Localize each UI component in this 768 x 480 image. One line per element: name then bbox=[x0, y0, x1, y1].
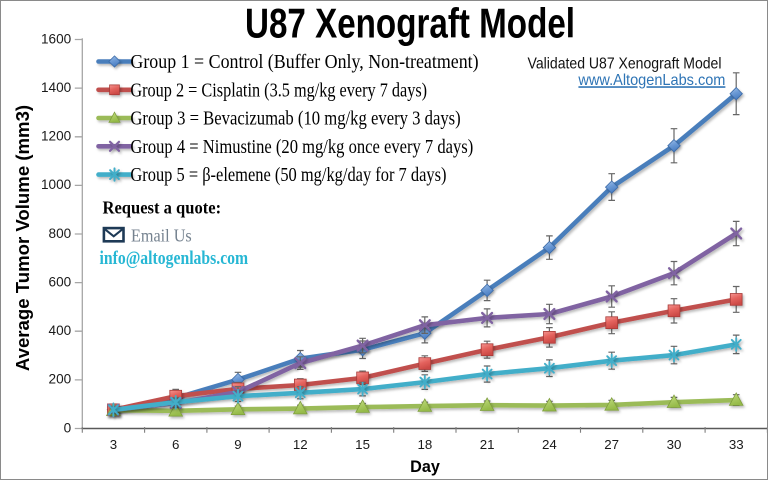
svg-text:Group 3 = Bevacizumab (10 mg/k: Group 3 = Bevacizumab (10 mg/kg every 3 … bbox=[130, 107, 460, 130]
svg-text:www.AltogenLabs.com: www.AltogenLabs.com bbox=[577, 72, 725, 90]
svg-text:Average Tumor Volume (mm3): Average Tumor Volume (mm3) bbox=[12, 105, 33, 371]
svg-text:1200: 1200 bbox=[41, 129, 72, 144]
svg-text:Email Us: Email Us bbox=[131, 226, 192, 246]
svg-text:27: 27 bbox=[604, 437, 619, 452]
svg-text:Group 1 = Control (Buffer Only: Group 1 = Control (Buffer Only, Non-trea… bbox=[130, 51, 478, 73]
svg-text:Request a quote:: Request a quote: bbox=[103, 198, 222, 218]
svg-text:800: 800 bbox=[49, 226, 72, 241]
svg-text:Group 2 = Cisplatin (3.5 mg/kg: Group 2 = Cisplatin (3.5 mg/kg every 7 d… bbox=[130, 79, 427, 102]
svg-text:400: 400 bbox=[49, 323, 72, 338]
svg-text:U87 Xenograft Model: U87 Xenograft Model bbox=[245, 1, 575, 47]
svg-text:6: 6 bbox=[172, 437, 179, 452]
svg-text:3: 3 bbox=[110, 437, 117, 452]
svg-text:1400: 1400 bbox=[41, 80, 72, 95]
svg-text:1600: 1600 bbox=[41, 31, 72, 46]
svg-text:0: 0 bbox=[64, 420, 72, 435]
svg-text:30: 30 bbox=[667, 437, 682, 452]
svg-text:12: 12 bbox=[293, 437, 308, 452]
svg-text:Day: Day bbox=[410, 458, 440, 476]
svg-text:33: 33 bbox=[729, 437, 744, 452]
svg-text:Group 4 = Nimustine (20 mg/kg: Group 4 = Nimustine (20 mg/kg once every… bbox=[130, 135, 473, 158]
svg-text:200: 200 bbox=[49, 372, 72, 387]
svg-text:info@altogenlabs.com: info@altogenlabs.com bbox=[100, 248, 249, 268]
svg-text:21: 21 bbox=[480, 437, 495, 452]
svg-text:24: 24 bbox=[542, 437, 557, 452]
svg-text:Validated U87 Xenograft Model: Validated U87 Xenograft Model bbox=[528, 56, 722, 73]
svg-text:18: 18 bbox=[417, 437, 432, 452]
svg-text:1000: 1000 bbox=[41, 177, 72, 192]
svg-text:600: 600 bbox=[49, 274, 72, 289]
svg-text:9: 9 bbox=[234, 437, 241, 452]
svg-text:Group 5 = β-elemene (50 mg/kg/: Group 5 = β-elemene (50 mg/kg/day for 7 … bbox=[130, 164, 446, 187]
svg-text:15: 15 bbox=[355, 437, 370, 452]
